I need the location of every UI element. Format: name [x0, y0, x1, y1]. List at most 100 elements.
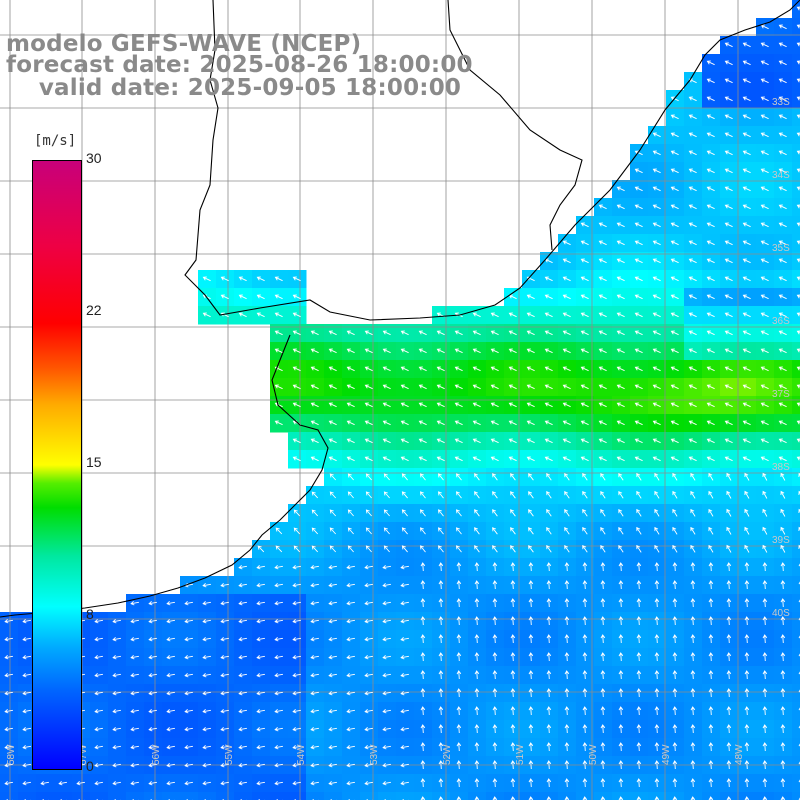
- wind-cell: [612, 792, 631, 800]
- wind-arrow: [726, 796, 732, 800]
- wind-arrow: [672, 652, 678, 662]
- wind-arrow: [112, 708, 121, 714]
- wind-cell: [126, 792, 145, 800]
- wind-arrow: [582, 706, 588, 716]
- wind-arrow: [472, 438, 481, 444]
- wind-arrow: [616, 366, 625, 372]
- wind-arrow: [706, 438, 715, 444]
- wind-arrow: [706, 150, 715, 156]
- wind-arrow: [4, 708, 13, 714]
- wind-arrow: [420, 778, 426, 788]
- wind-arrow: [94, 762, 103, 768]
- grid-labels: 33S 34S 35S 36S 37S 38S 39S 40S 58W 57W 56W 55W 54W 5…: [6, 97, 790, 765]
- wind-arrow: [148, 690, 157, 696]
- wind-arrow: [706, 78, 715, 84]
- wind-arrow: [618, 562, 624, 572]
- wind-arrow: [508, 402, 517, 408]
- wind-arrow: [672, 580, 678, 590]
- wind-arrow: [654, 598, 660, 608]
- lat-label-3: 36S: [772, 316, 790, 327]
- wind-arrow: [706, 348, 715, 354]
- wind-arrow: [562, 276, 571, 282]
- wind-arrow: [688, 420, 697, 426]
- wind-cell: [720, 792, 739, 800]
- wind-arrow: [166, 708, 175, 714]
- wind-arrow: [166, 618, 175, 624]
- wind-arrow: [383, 491, 390, 499]
- wind-arrow: [310, 618, 319, 624]
- wind-arrow: [654, 670, 660, 680]
- wind-arrow: [708, 544, 714, 553]
- wind-arrow: [401, 545, 408, 553]
- wind-cell: [342, 792, 361, 800]
- wind-arrow: [688, 294, 697, 300]
- wind-cell: [144, 792, 163, 800]
- wind-arrow: [166, 726, 175, 732]
- wind-arrow: [4, 762, 13, 768]
- wind-arrow: [778, 438, 787, 444]
- wind-arrow: [708, 796, 714, 800]
- wind-arrow: [598, 258, 607, 264]
- wind-arrow: [670, 222, 679, 228]
- wind-arrow: [616, 438, 625, 444]
- wind-arrow: [94, 690, 103, 696]
- wind-arrow: [274, 582, 283, 588]
- wind-arrow: [346, 564, 355, 570]
- wind-arrow: [274, 654, 283, 660]
- wind-arrow: [492, 634, 498, 644]
- wind-arrow: [420, 706, 426, 716]
- wind-arrow: [454, 348, 463, 354]
- wind-arrow: [636, 634, 642, 644]
- wind-arrow: [418, 366, 427, 372]
- wind-arrow: [778, 312, 787, 318]
- wind-arrow: [328, 438, 337, 444]
- wind-arrow: [778, 384, 787, 390]
- wind-arrow: [742, 78, 751, 84]
- wind-arrow: [420, 598, 426, 608]
- wind-arrow: [672, 742, 678, 752]
- wind-arrow: [744, 724, 750, 734]
- wind-arrow: [582, 652, 588, 662]
- wind-arrow: [310, 636, 319, 642]
- wind-arrow: [94, 636, 103, 642]
- lon-label-1: 57W: [78, 744, 89, 765]
- wind-arrow: [76, 780, 85, 786]
- wind-arrow: [742, 60, 751, 66]
- wind-cell: [576, 792, 595, 800]
- wind-arrow: [346, 420, 355, 426]
- wind-arrow: [238, 744, 247, 750]
- wind-arrow: [544, 348, 553, 354]
- wind-arrow: [238, 294, 247, 300]
- wind-arrow: [492, 724, 498, 734]
- wind-cell: [792, 648, 800, 667]
- wind-arrow: [292, 600, 301, 606]
- wind-arrow: [724, 258, 733, 264]
- wind-arrow: [400, 690, 409, 696]
- wind-arrow: [562, 258, 571, 264]
- wind-arrow: [724, 240, 733, 246]
- wind-arrow: [382, 438, 391, 444]
- wind-arrow: [490, 438, 499, 444]
- wind-arrow: [636, 670, 642, 680]
- wind-arrow: [456, 670, 462, 680]
- wind-arrow: [112, 780, 121, 786]
- wind-arrow: [419, 545, 426, 553]
- wind-arrow: [274, 348, 283, 354]
- wind-cell: [306, 792, 325, 800]
- wind-arrow: [474, 509, 480, 517]
- wind-arrow: [510, 545, 516, 553]
- wind-arrow: [760, 402, 769, 408]
- wind-arrow: [654, 796, 660, 800]
- wind-arrow: [492, 616, 498, 626]
- wind-arrow: [526, 438, 535, 444]
- wind-cell: [792, 684, 800, 703]
- wind-arrow: [472, 366, 481, 372]
- wind-arrow: [528, 634, 534, 644]
- wind-arrow: [654, 616, 660, 626]
- wind-arrow: [148, 744, 157, 750]
- wind-arrow: [400, 564, 409, 570]
- wind-arrow: [238, 762, 247, 768]
- wind-arrow: [670, 420, 679, 426]
- wind-arrow: [492, 688, 498, 698]
- wind-arrow: [256, 654, 265, 660]
